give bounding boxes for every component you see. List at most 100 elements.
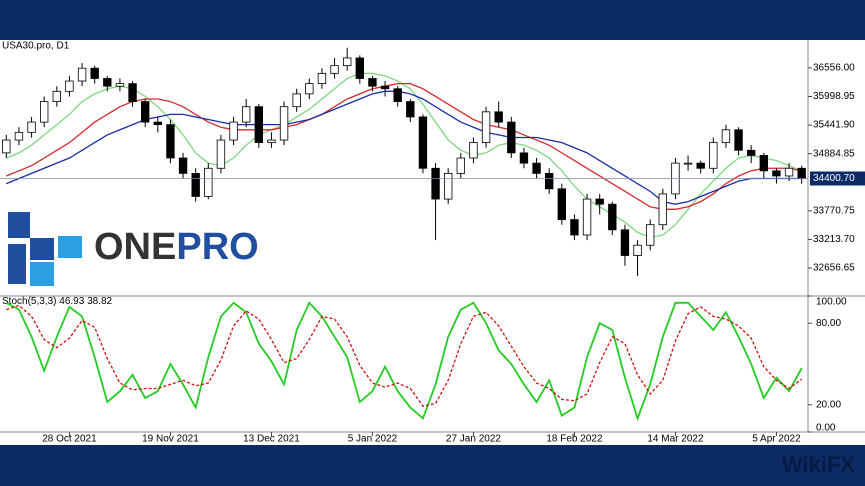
candle-body xyxy=(279,106,289,141)
stoch-line xyxy=(5,301,803,422)
candle-body xyxy=(519,152,529,164)
y-tick-label: 34884.85 xyxy=(813,148,855,159)
candle-body xyxy=(582,198,592,236)
logo-text-pro: PRO xyxy=(176,226,258,268)
candle-body xyxy=(241,106,251,123)
candle-body xyxy=(418,116,428,169)
candle-body xyxy=(317,72,327,85)
x-tick-label: 27 Jan 2022 xyxy=(446,434,501,445)
candle-body xyxy=(40,101,49,123)
candle-body xyxy=(229,121,238,141)
logo-icon xyxy=(8,212,30,238)
candle-body xyxy=(342,57,352,67)
candle-body xyxy=(128,83,137,102)
stoch-d-value: 38.82 xyxy=(87,296,112,307)
top-bar xyxy=(0,0,865,40)
logo-icon xyxy=(8,244,26,284)
candle-body xyxy=(355,57,364,79)
x-tick-label: 5 Jan 2022 xyxy=(348,434,398,445)
candle-body xyxy=(153,121,162,126)
candle-body xyxy=(393,88,402,102)
stoch-name: Stoch(5,3,3) xyxy=(2,296,56,307)
candle-body xyxy=(52,90,62,102)
candle-body xyxy=(481,111,491,144)
candle-body xyxy=(267,139,276,144)
candle-body xyxy=(696,162,705,169)
candle-body xyxy=(784,167,794,177)
candle-body xyxy=(140,101,150,123)
candle-body xyxy=(2,139,11,154)
candle-body xyxy=(305,83,314,95)
candle-body xyxy=(254,106,263,144)
candle-body xyxy=(90,67,99,79)
current-price-box xyxy=(810,171,865,186)
moving-average xyxy=(6,72,802,239)
moving-average xyxy=(6,82,802,210)
y-tick-label: 36556.00 xyxy=(813,63,855,74)
watermark: WikiFX xyxy=(782,452,855,477)
y-tick-label: 32656.65 xyxy=(813,263,855,274)
candle-body xyxy=(570,219,579,236)
candle-body xyxy=(292,93,301,108)
candle-body xyxy=(330,65,339,74)
candle-body xyxy=(646,224,655,246)
candle-body xyxy=(469,142,478,159)
x-tick-label: 13 Dec 2021 xyxy=(243,434,300,445)
candle-body xyxy=(216,139,226,169)
candle-body xyxy=(709,142,718,169)
logo-text: ONEPRO xyxy=(94,226,259,268)
candle-body xyxy=(27,121,36,133)
candle-body xyxy=(734,129,743,151)
candle-body xyxy=(178,157,188,174)
logo: ONEPRO xyxy=(8,212,259,286)
candle-body xyxy=(747,149,756,156)
x-tick-label: 14 Mar 2022 xyxy=(647,434,704,445)
candle-body xyxy=(797,167,806,179)
y-tick-label: 35998.95 xyxy=(813,91,855,102)
candle-body xyxy=(191,173,200,197)
candle-body xyxy=(620,229,630,256)
x-tick-label: 28 Oct 2021 xyxy=(42,434,97,445)
candle-body xyxy=(494,111,503,123)
candle-body xyxy=(14,131,24,141)
y-tick-label: 80.00 xyxy=(816,318,841,329)
candle-body xyxy=(759,155,769,172)
candle-body xyxy=(721,129,731,144)
candle-body xyxy=(431,167,440,200)
moving-average xyxy=(6,90,802,205)
y-tick-label: 20.00 xyxy=(816,399,841,410)
candle-body xyxy=(204,167,213,197)
candle-body xyxy=(166,124,175,159)
y-tick-label: 33213.70 xyxy=(813,234,855,245)
candle-body xyxy=(443,173,453,200)
candle-body xyxy=(115,83,125,87)
logo-text-one: ONE xyxy=(94,226,176,268)
candle-body xyxy=(77,67,87,82)
stoch-k-value: 46.93 xyxy=(59,296,84,307)
current-price-label: 34400.70 xyxy=(813,173,855,184)
x-tick-label: 19 Nov 2021 xyxy=(142,434,199,445)
candle-body xyxy=(456,157,465,174)
candle-body xyxy=(633,244,642,256)
logo-icon xyxy=(58,236,82,258)
logo-icon xyxy=(30,238,54,260)
y-tick-label: 0.00 xyxy=(816,423,836,434)
candle-body xyxy=(557,188,567,220)
y-tick-label: 35441.90 xyxy=(813,120,855,131)
candle-body xyxy=(103,78,112,87)
candle-body xyxy=(368,78,377,87)
candle-body xyxy=(772,170,781,177)
y-tick-label: 100.00 xyxy=(816,297,847,308)
stoch-title: Stoch(5,3,3) 46.93 38.82 xyxy=(2,296,113,307)
candle-body xyxy=(406,101,415,118)
candle-body xyxy=(608,203,617,231)
bottom-bar xyxy=(0,445,865,486)
x-tick-label: 18 Feb 2022 xyxy=(546,434,603,445)
candle-body xyxy=(658,193,668,226)
x-tick-label: 5 Apr 2022 xyxy=(752,434,801,445)
candle-body xyxy=(595,198,604,205)
y-tick-label: 33770.75 xyxy=(813,205,855,216)
stoch-line xyxy=(6,304,803,407)
candle-body xyxy=(545,173,554,190)
